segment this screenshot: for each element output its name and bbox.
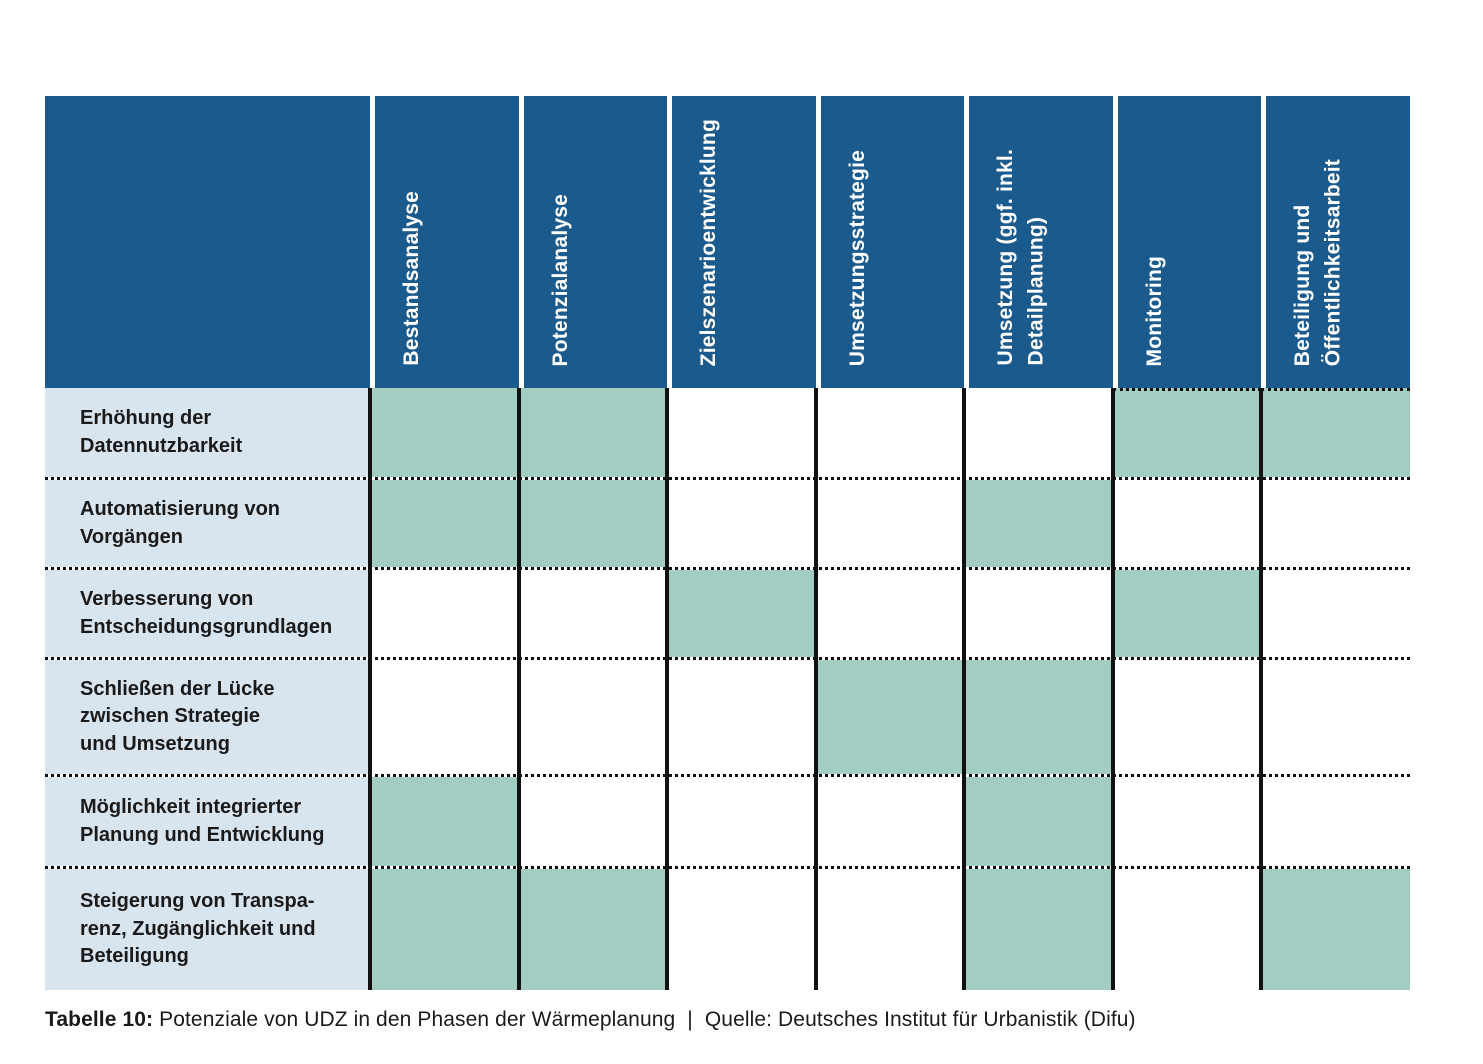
matrix-cell [815,570,965,657]
matrix-cell [1112,777,1262,866]
matrix-cell [815,869,965,990]
column-header-umsetzung: Umsetzung (ggf. inkl. Detailplanung) [964,96,1113,388]
row-label: Verbesserung von Entscheidungsgrundlagen [45,570,370,657]
matrix-cell [370,570,519,657]
matrix-cell [964,388,1113,477]
column-header-label: Zielszenarioentwicklung [697,118,721,366]
table-row: Steigerung von Transpa- renz, Zugänglich… [45,869,1410,990]
matrix-cell [1112,388,1262,477]
column-divider [1110,388,1115,990]
matrix-cell [1261,480,1410,567]
matrix-cell [964,660,1113,774]
matrix-cell [964,777,1113,866]
matrix-cell [370,777,519,866]
column-divider [665,388,670,990]
column-header-label: Beteiligung und Öffentlichkeitsarbeit [1291,158,1345,366]
table-row: Schließen der Lücke zwischen Strategie u… [45,660,1410,777]
matrix-cell [1261,869,1410,990]
column-header-label: Bestandsanalyse [400,191,423,366]
header-corner-cell [45,96,370,388]
column-header-label: Umsetzungsstrategie [845,149,869,366]
column-divider [1259,388,1264,990]
matrix-cell [370,388,519,477]
column-divider [962,388,967,990]
column-divider [813,388,818,990]
matrix-cell [667,869,816,990]
matrix-cell [1112,869,1262,990]
column-divider [368,388,372,990]
matrix-cell [1112,570,1262,657]
column-header-zielszenarioentwicklung: Zielszenarioentwicklung [667,96,816,388]
caption-title: Potenziale von UDZ in den Phasen der Wär… [159,1008,676,1031]
column-header-beteiligung: Beteiligung und Öffentlichkeitsarbeit [1261,96,1410,388]
table-row: Möglichkeit integrierter Planung und Ent… [45,777,1410,869]
matrix-cell [1261,777,1410,866]
matrix-cell [1261,660,1410,774]
matrix-cell [667,388,816,477]
matrix-cell [1112,660,1262,774]
matrix-cell [964,869,1113,990]
matrix-cell [815,388,965,477]
matrix-cell [667,660,816,774]
table-row: Automatisierung von Vorgängen [45,480,1410,570]
caption-source: Quelle: Deutsches Institut für Urbanisti… [704,1008,1136,1031]
column-header-potenzialanalyse: Potenzialanalyse [518,96,668,388]
matrix-cell [370,480,519,567]
matrix-cell [518,777,668,866]
matrix-cell [518,570,668,657]
matrix-cell [518,388,668,477]
matrix-cell [1112,480,1262,567]
table-row: Verbesserung von Entscheidungsgrundlagen [45,570,1410,660]
table-caption: Tabelle 10: Potenziale von UDZ in den Pha… [45,1008,1136,1032]
column-divider [516,388,521,990]
matrix-cell [667,777,816,866]
matrix-cell [518,869,668,990]
matrix-cell [1261,570,1410,657]
row-label: Möglichkeit integrierter Planung und Ent… [45,777,370,866]
table-body: Erhöhung der Datennutzbarkeit Automatisi… [45,388,1410,990]
column-header-umsetzungsstrategie: Umsetzungsstrategie [815,96,965,388]
row-label: Erhöhung der Datennutzbarkeit [45,388,370,477]
column-header-monitoring: Monitoring [1112,96,1262,388]
column-header-label: Umsetzung (ggf. inkl. Detailplanung) [994,149,1048,366]
column-header-bestandsanalyse: Bestandsanalyse [370,96,519,388]
row-label: Automatisierung von Vorgängen [45,480,370,567]
matrix-cell [518,660,668,774]
matrix-cell [815,660,965,774]
matrix-cell [964,570,1113,657]
column-header-label: Monitoring [1142,255,1166,366]
caption-separator: | [687,1008,693,1031]
row-label: Schließen der Lücke zwischen Strategie u… [45,660,370,774]
column-header-label: Potenzialanalyse [548,193,572,366]
matrix-cell [370,869,519,990]
matrix-cell [1261,388,1410,477]
matrix-cell [964,480,1113,567]
matrix-cell [667,570,816,657]
potentials-phases-table: Bestandsanalyse Potenzialanalyse Zielsze… [45,96,1410,990]
matrix-cell [370,660,519,774]
matrix-cell [815,480,965,567]
table-row: Erhöhung der Datennutzbarkeit [45,388,1410,480]
caption-label: Tabelle 10: [45,1008,154,1031]
table-header-row: Bestandsanalyse Potenzialanalyse Zielsze… [45,96,1410,388]
matrix-cell [815,777,965,866]
row-label: Steigerung von Transpa- renz, Zugänglich… [45,869,370,990]
matrix-cell [667,480,816,567]
matrix-cell [518,480,668,567]
